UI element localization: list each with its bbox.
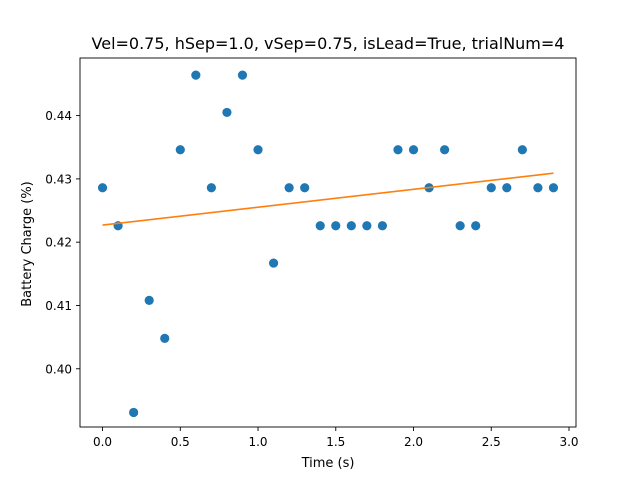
scatter-point [144,295,154,306]
y-tick-label: 0.40 [45,362,72,376]
scatter-point [377,221,388,231]
scatter-point [268,258,279,268]
scatter-point [440,145,450,155]
plot-area [79,57,577,428]
scatter-point [393,145,403,155]
x-tick-label: 3.0 [559,435,578,449]
y-tick-label: 0.41 [45,299,72,313]
scatter-point [455,221,465,231]
trend-line [102,172,554,226]
scatter-point [533,183,543,193]
x-axis: 0.0 0.5 1.0 1.5 2.0 2.5 3.0 [93,427,579,449]
scatter-point [486,183,496,193]
scatter-point [362,221,372,231]
scatter-point [315,221,325,231]
scatter-point [129,407,139,418]
scatter-point [253,145,263,155]
scatter-point [502,183,512,193]
y-tick-label: 0.44 [45,109,72,123]
y-tick-label: 0.43 [45,172,72,186]
y-tick-label: 0.42 [45,236,72,250]
y-axis: 0.40 0.41 0.42 0.43 0.44 [45,109,80,376]
scatter-point [237,70,248,80]
x-tick-label: 1.5 [326,435,345,449]
x-axis-label: Time (s) [301,456,355,471]
scatter-point [548,183,559,193]
scatter-point [206,183,216,193]
x-tick-label: 0.0 [93,435,112,449]
scatter-point [191,70,201,80]
scatter-point [222,107,232,118]
scatter-point [160,333,170,343]
chart-title: Vel=0.75, hSep=1.0, vSep=0.75, isLead=Tr… [92,34,565,53]
x-tick-label: 1.0 [248,435,267,449]
scatter-point [97,183,108,193]
scatter-point [284,183,294,193]
x-tick-label: 2.5 [482,435,501,449]
scatter-point [175,145,185,155]
scatter-point [408,145,419,155]
x-tick-label: 0.5 [171,435,190,449]
scatter-point [471,221,481,231]
y-axis-label: Battery Charge (%) [20,181,35,307]
scatter-point [300,183,310,193]
scatter-point [331,221,341,231]
scatter-point [517,145,527,155]
x-tick-label: 2.0 [404,435,423,449]
scatter-point [346,221,356,231]
